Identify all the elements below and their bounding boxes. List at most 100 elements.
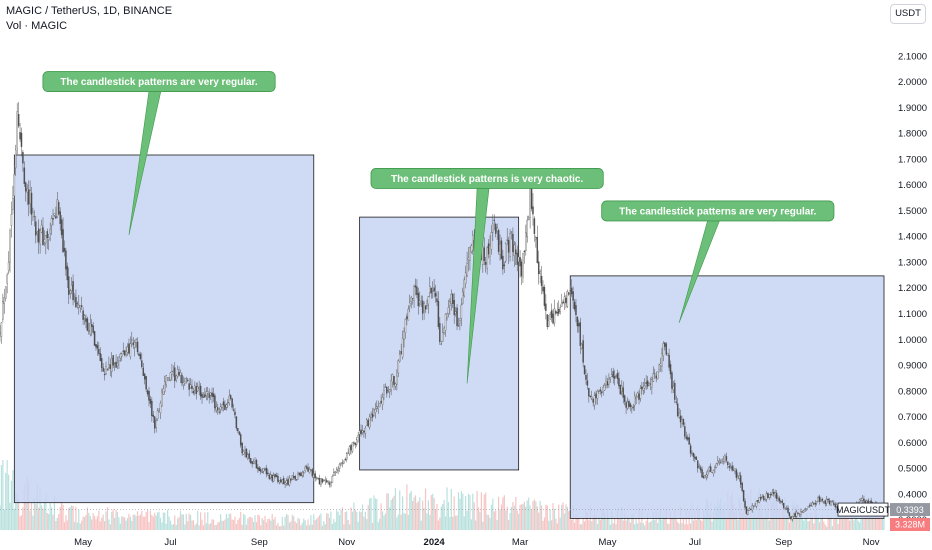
candle-body — [224, 404, 226, 411]
volume-bar — [251, 517, 253, 530]
volume-bar — [131, 520, 133, 530]
candle-body — [830, 501, 832, 506]
volume-bar — [359, 511, 361, 530]
candle-body — [378, 403, 381, 408]
volume-bar — [155, 515, 157, 530]
candle-body — [292, 475, 295, 478]
volume-bar — [294, 521, 296, 530]
candle-body — [287, 479, 289, 485]
time-axis[interactable]: May Jul Sep Nov 2024 Mar May Jul Sep Nov — [74, 537, 880, 548]
candle-body — [529, 185, 531, 218]
volume-bar — [306, 525, 308, 530]
candle-body — [495, 224, 497, 234]
volume-bar — [328, 517, 331, 530]
volume-bar — [138, 515, 140, 530]
candle-body — [338, 464, 341, 469]
candle-body — [407, 308, 410, 321]
volume-bar — [548, 520, 550, 530]
candle-body — [689, 445, 692, 454]
candle-body — [745, 506, 748, 514]
volume-bar — [220, 514, 222, 530]
symbol-title[interactable]: MAGIC / TetherUS, 1D, BINANCE — [6, 5, 173, 17]
candle-body — [62, 229, 64, 253]
candle-body — [831, 501, 834, 503]
volume-bar — [23, 484, 25, 530]
volume-bar — [38, 507, 40, 530]
volume-bar — [40, 505, 43, 530]
volume-bar — [333, 519, 335, 530]
volume-bar — [545, 504, 547, 530]
volume-bar — [265, 522, 268, 530]
candle-body — [525, 232, 527, 251]
price-tick-label: 2.0000 — [898, 77, 927, 88]
candle-body — [717, 460, 719, 464]
candle-body — [612, 371, 614, 378]
candle-body — [496, 227, 498, 232]
candle-body — [105, 366, 107, 374]
volume-bar — [598, 516, 600, 530]
volume-bar — [65, 515, 67, 530]
candle-body — [291, 475, 294, 480]
candle-body — [103, 374, 106, 376]
volume-bar — [99, 521, 101, 530]
volume-bar — [73, 521, 76, 530]
candle-body — [732, 469, 735, 471]
currency-button[interactable]: USDT — [890, 4, 926, 24]
candle-body — [699, 467, 702, 471]
candle-body — [37, 228, 40, 243]
volume-bar — [808, 520, 811, 530]
candle-body — [353, 442, 355, 444]
candle-body — [280, 479, 282, 483]
volume-bar — [601, 509, 603, 530]
candle-body — [635, 397, 637, 400]
volume-bar — [581, 524, 583, 530]
candle-body — [503, 264, 506, 267]
candle-body — [36, 231, 38, 234]
volume-bar — [644, 525, 646, 530]
volume-bar — [645, 520, 647, 530]
candle-body — [108, 364, 110, 368]
candle-body — [542, 286, 544, 292]
volume-bar — [785, 514, 788, 530]
price-axis[interactable]: 0.30000.40000.50000.60000.70000.80000.90… — [898, 51, 927, 526]
candle-body — [371, 413, 374, 418]
volume-bar — [132, 514, 134, 530]
time-tick-label: Nov — [863, 537, 880, 548]
volume-bar — [149, 510, 152, 530]
candle-body — [440, 343, 443, 345]
candle-body — [50, 218, 53, 226]
volume-bar — [370, 497, 372, 530]
candle-body — [406, 316, 408, 319]
volume-bar — [182, 514, 184, 530]
candle-body — [695, 456, 698, 461]
candle-body — [404, 318, 407, 333]
volume-legend[interactable]: Vol · MAGIC — [6, 20, 68, 32]
candle-body — [644, 385, 646, 389]
candle-body — [449, 301, 451, 306]
time-tick-label: Sep — [251, 537, 268, 548]
volume-bar — [642, 523, 644, 530]
candle-body — [454, 311, 457, 314]
candle-body — [762, 495, 765, 500]
volume-bar — [424, 488, 427, 530]
volume-bar — [483, 494, 485, 530]
volume-bar — [824, 524, 826, 530]
volume-bar — [82, 516, 84, 530]
volume-bar — [350, 507, 352, 530]
candle-body — [238, 431, 240, 435]
symbol-tag-box — [837, 502, 889, 517]
candle-body — [808, 505, 811, 507]
volume-bar — [381, 511, 384, 530]
volume-bar — [583, 521, 586, 530]
candle-body — [794, 512, 796, 517]
candle-body — [775, 492, 778, 499]
volume-bar — [101, 517, 103, 530]
volume-bar — [252, 521, 255, 530]
price-tag-box — [890, 503, 930, 517]
volume-bar — [340, 509, 342, 530]
candle-body — [499, 243, 501, 255]
candle-body — [383, 390, 385, 395]
candle-body — [685, 436, 688, 439]
volume-bar — [831, 526, 834, 530]
